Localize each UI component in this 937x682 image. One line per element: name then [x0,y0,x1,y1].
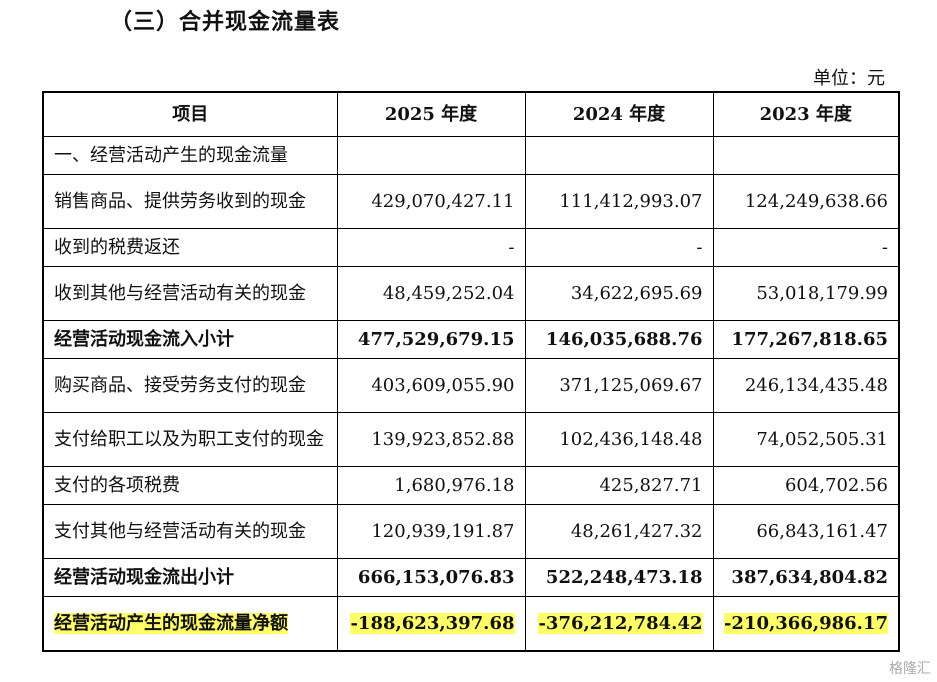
row-item: 收到其他与经营活动有关的现金 [42,266,338,321]
value-2025: - [336,228,526,267]
header-2024: 2024 年度 [524,91,714,137]
value-2024 [524,136,714,175]
value-2024: 522,248,473.18 [524,558,714,597]
value-2025: 666,153,076.83 [336,558,526,597]
row-item: 收到的税费返还 [42,228,338,267]
value-2025: 429,070,427.11 [336,174,526,229]
value-2025: 403,609,055.90 [336,358,526,413]
table-row: 一、经营活动产生的现金流量 [42,136,900,175]
table-row: 支付给职工以及为职工支付的现金 139,923,852.88 102,436,1… [42,412,900,467]
value-2023: - [712,228,900,267]
value-2024: 146,035,688.76 [524,320,714,359]
highlighted-text: -376,212,784.42 [538,612,703,634]
table-row: 支付的各项税费 1,680,976.18 425,827.71 604,702.… [42,466,900,505]
value-2023: 66,843,161.47 [712,504,900,559]
value-2024: - [524,228,714,267]
row-item: 购买商品、接受劳务支付的现金 [42,358,338,413]
cash-flow-table: 项目 2025 年度 2024 年度 2023 年度 一、经营活动产生的现金流量… [42,91,900,652]
row-item: 一、经营活动产生的现金流量 [42,136,338,175]
header-item: 项目 [42,91,338,137]
value-2023: 604,702.56 [712,466,900,505]
value-2023: -210,366,986.17 [712,596,900,652]
highlighted-text: -210,366,986.17 [723,612,888,634]
header-2025: 2025 年度 [336,91,526,137]
value-2023: 74,052,505.31 [712,412,900,467]
value-2025: 48,459,252.04 [336,266,526,321]
value-2025: 477,529,679.15 [336,320,526,359]
value-2024: -376,212,784.42 [524,596,714,652]
value-2025 [336,136,526,175]
value-2023: 53,018,179.99 [712,266,900,321]
row-item: 经营活动产生的现金流量净额 [42,596,338,652]
value-2025: 139,923,852.88 [336,412,526,467]
section-title: （三）合并现金流量表 [110,10,341,35]
row-item: 支付其他与经营活动有关的现金 [42,504,338,559]
row-item: 销售商品、提供劳务收到的现金 [42,174,338,229]
table-row-net-cash-flow: 经营活动产生的现金流量净额 -188,623,397.68 -376,212,7… [42,596,900,652]
highlighted-text: 经营活动产生的现金流量净额 [54,612,288,634]
table-row: 收到其他与经营活动有关的现金 48,459,252.04 34,622,695.… [42,266,900,321]
value-2023 [712,136,900,175]
value-2023: 387,634,804.82 [712,558,900,597]
value-2023: 124,249,638.66 [712,174,900,229]
row-item: 经营活动现金流出小计 [42,558,338,597]
value-2025: 1,680,976.18 [336,466,526,505]
value-2025: 120,939,191.87 [336,504,526,559]
row-item: 支付给职工以及为职工支付的现金 [42,412,338,467]
value-2024: 102,436,148.48 [524,412,714,467]
table-row: 支付其他与经营活动有关的现金 120,939,191.87 48,261,427… [42,504,900,559]
value-2024: 111,412,993.07 [524,174,714,229]
table-row: 购买商品、接受劳务支付的现金 403,609,055.90 371,125,06… [42,358,900,413]
table-header-row: 项目 2025 年度 2024 年度 2023 年度 [42,91,900,137]
value-2024: 34,622,695.69 [524,266,714,321]
header-2023: 2023 年度 [712,91,900,137]
value-2024: 371,125,069.67 [524,358,714,413]
table-row: 销售商品、提供劳务收到的现金 429,070,427.11 111,412,99… [42,174,900,229]
table-row: 经营活动现金流出小计 666,153,076.83 522,248,473.18… [42,558,900,597]
unit-label: 单位：元 [813,68,885,89]
value-2025: -188,623,397.68 [336,596,526,652]
table-row: 收到的税费返还 - - - [42,228,900,267]
table-row: 经营活动现金流入小计 477,529,679.15 146,035,688.76… [42,320,900,359]
value-2024: 425,827.71 [524,466,714,505]
value-2023: 246,134,435.48 [712,358,900,413]
value-2023: 177,267,818.65 [712,320,900,359]
value-2024: 48,261,427.32 [524,504,714,559]
highlighted-text: -188,623,397.68 [350,612,515,634]
row-item: 经营活动现金流入小计 [42,320,338,359]
watermark-logo: 格隆汇 [889,661,931,677]
row-item: 支付的各项税费 [42,466,338,505]
